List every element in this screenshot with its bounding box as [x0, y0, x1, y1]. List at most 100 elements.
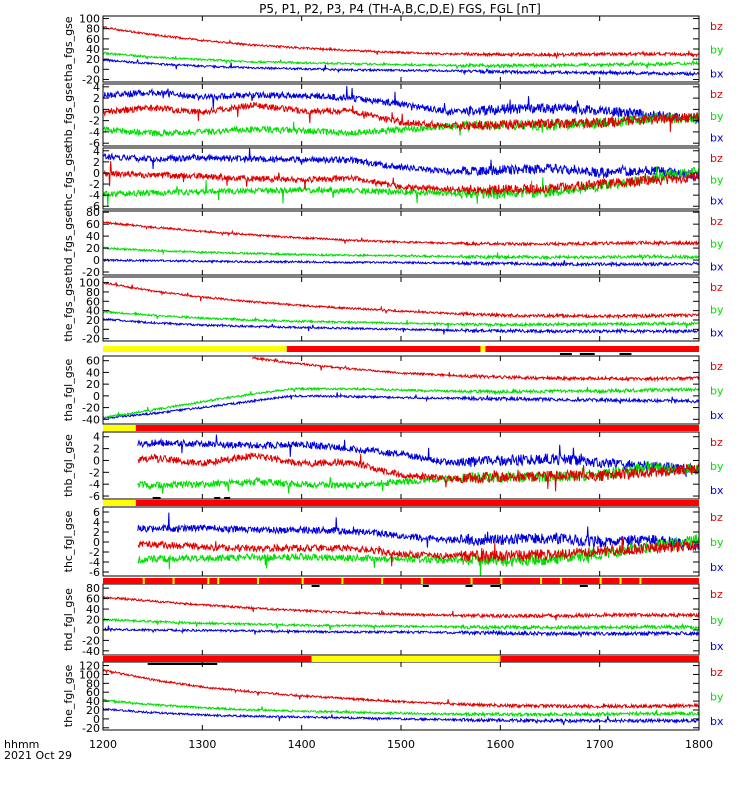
- thd_fgl_gse-legend-bz: bz: [710, 588, 723, 601]
- tha_fgl_gse-ytick-label: -20: [82, 402, 100, 415]
- thc_fgs_gse-legend-bz: bz: [710, 152, 723, 165]
- the_fgl_gse-ytick-label: 0: [93, 713, 100, 726]
- thb_fgl_gse-by-line: [137, 460, 700, 495]
- mode-bar-tick: [490, 585, 501, 587]
- thd_fgl_gse-ytick-label: -40: [82, 645, 100, 658]
- thd_fgs_gse-ytick-label: 80: [86, 206, 100, 219]
- thc_fgs_gse-ylabel: thc_fgs_gse: [62, 146, 75, 211]
- thd_fgs_gse-legend-bx: bx: [710, 260, 724, 273]
- thc_fgs_gse-ytick-label: -6: [89, 200, 100, 213]
- mode-bar-tick: [579, 353, 595, 355]
- thb_fgs_gse-ytick-label: 4: [93, 81, 100, 94]
- thb_fgl_gse-legend-bx: bx: [710, 484, 724, 497]
- thc_fgl_gse-ylabel: thc_fgl_gse: [62, 510, 75, 572]
- mode-bar-stripe: [341, 578, 344, 584]
- thb_fgs_gse-ytick-label: -4: [89, 126, 100, 139]
- x-tick-label: 1200: [89, 738, 117, 751]
- thc_fgs_gse-ytick-label: 0: [93, 167, 100, 180]
- the_fgl_gse-by-line: [102, 698, 700, 718]
- mode-bar-0: [103, 346, 699, 355]
- thc_fgs_gse-ytick-label: -4: [89, 189, 100, 202]
- thd_fgl_gse-ytick-label: 0: [93, 624, 100, 637]
- mode-bar-stripe: [172, 578, 175, 584]
- tha_fgl_gse-ytick-label: -40: [82, 413, 100, 426]
- thd_fgs_gse-ytick-label: 60: [86, 218, 100, 231]
- tha_fgs_gse-ytick-label: 40: [86, 43, 100, 56]
- tha_fgs_gse-legend-bx: bx: [710, 67, 724, 80]
- thd_fgl_gse-bx-line: [102, 625, 700, 639]
- thb_fgs_gse-by-line: [102, 111, 700, 138]
- tha_fgl_gse-bx-line: [102, 392, 700, 420]
- the_fgl_gse-bx-line: [103, 707, 700, 726]
- x-tick-label: 1800: [685, 738, 713, 751]
- mode-bar-tick: [311, 585, 320, 587]
- mode-bar-segment: [480, 346, 486, 352]
- thc_fgl_gse-ytick-label: 6: [93, 506, 100, 519]
- tha_fgs_gse-bz-line: [102, 25, 700, 60]
- thb_fgl_gse-ytick-label: -6: [89, 490, 100, 503]
- mode-bar-tick: [465, 585, 473, 587]
- thd_fgs_gse-ytick-label: 0: [93, 254, 100, 267]
- thc_fgl_gse-ytick-label: 0: [93, 536, 100, 549]
- thd_fgl_gse-ytick-label: -20: [82, 634, 100, 647]
- thd_fgs_gse-legend-bz: bz: [710, 215, 723, 228]
- tha_fgs_gse-legend-by: by: [710, 44, 724, 57]
- thb_fgs_gse-ytick-label: -2: [89, 115, 100, 128]
- the_fgl_gse-ytick-label: 80: [86, 677, 100, 690]
- the_fgl_gse-ytick-label: 100: [79, 668, 100, 681]
- x-tick-label: 1600: [486, 738, 514, 751]
- mode-bar-2: [103, 497, 699, 506]
- thd_fgl_gse-ytick-label: 20: [86, 614, 100, 627]
- thc_fgl_gse-bz-line: [137, 537, 700, 567]
- mode-bar-tick: [579, 585, 588, 587]
- thc_fgs_gse-ytick-label: 4: [93, 145, 100, 158]
- x-tick-label: 1700: [586, 738, 614, 751]
- mode-bar-stripe: [619, 578, 622, 584]
- x-tick-label: 1400: [288, 738, 316, 751]
- tha_fgl_gse-by-line: [102, 386, 700, 419]
- mode-bar-1: [103, 425, 699, 431]
- mode-bar-tick: [202, 663, 218, 665]
- the_fgl_gse-legend-bz: bz: [710, 666, 723, 679]
- thb_fgl_gse-ytick-label: 2: [93, 443, 100, 456]
- the_fgl_gse-ylabel: the_fgl_gse: [62, 665, 75, 728]
- thb_fgs_gse-frame: [102, 83, 700, 147]
- tha_fgl_gse-legend-bx: bx: [710, 409, 724, 422]
- the_fgs_gse-legend-bz: bz: [710, 281, 723, 294]
- thc_fgl_gse-legend-bx: bx: [710, 561, 724, 574]
- thb_fgs_gse-ylabel: thb_fgs_gse: [62, 82, 75, 148]
- mode-bar-stripe: [217, 578, 220, 584]
- thd_fgl_gse-legend-bx: bx: [710, 640, 724, 653]
- thb_fgs_gse-legend-bx: bx: [710, 132, 724, 145]
- the_fgs_gse-ytick-label: 80: [86, 286, 100, 299]
- tha_fgs_gse-ytick-label: 20: [86, 53, 100, 66]
- thd_fgl_gse-ytick-label: 80: [86, 582, 100, 595]
- chart-title: P5, P1, P2, P3, P4 (TH-A,B,C,D,E) FGS, F…: [259, 2, 541, 16]
- x-tick-label: 1500: [387, 738, 415, 751]
- mode-bar-stripe: [500, 578, 503, 584]
- thb_fgl_gse-legend-bz: bz: [710, 436, 723, 449]
- thb_fgs_gse-ytick-label: 0: [93, 103, 100, 116]
- tha_fgs_gse-ytick-label: 60: [86, 33, 100, 46]
- mode-bar-tick: [152, 497, 161, 499]
- mode-bar-tick: [422, 585, 429, 587]
- the_fgl_gse-legend-by: by: [710, 691, 724, 704]
- tha_fgl_gse-bz-line: [251, 356, 700, 383]
- x-axis-label: hhmm: [4, 738, 39, 751]
- tha_fgs_gse-ytick-label: 0: [93, 63, 100, 76]
- tha_fgs_gse-ytick-label: 100: [79, 13, 100, 26]
- x-tick-label: 1300: [188, 738, 216, 751]
- tha_fgs_gse-ytick-label: -20: [82, 73, 100, 86]
- thd_fgs_gse-bz-line: [102, 221, 700, 247]
- mode-bar-stripe: [207, 578, 210, 584]
- the_fgs_gse-ylabel: the_fgs_gse: [62, 276, 75, 341]
- the_fgl_gse-ytick-label: 40: [86, 695, 100, 708]
- thc_fgl_gse-legend-by: by: [710, 536, 724, 549]
- mode-bar-tick: [619, 353, 632, 355]
- mode-bar-segment: [135, 500, 699, 506]
- mode-bar-stripe: [470, 578, 473, 584]
